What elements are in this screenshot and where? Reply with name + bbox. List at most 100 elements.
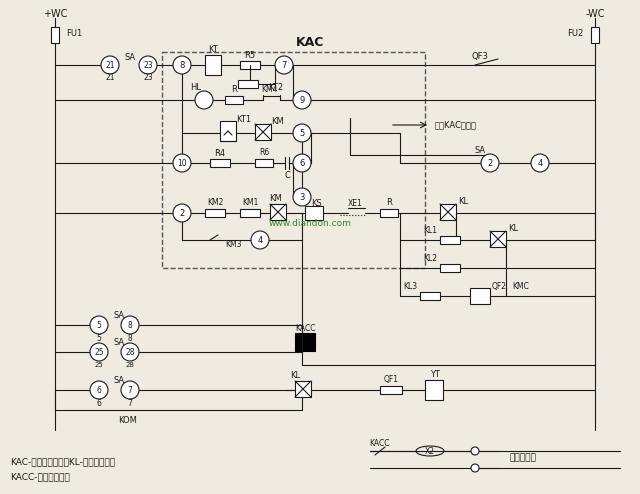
Text: KL3: KL3 [403, 282, 417, 290]
Text: XE1: XE1 [348, 199, 362, 207]
Bar [220, 121, 236, 141]
Text: KAC-重合闸继电器；KL-防跳继电器；: KAC-重合闸继电器；KL-防跳继电器； [10, 457, 115, 466]
Text: R4: R4 [214, 149, 225, 158]
Text: 8: 8 [127, 333, 132, 342]
Circle shape [173, 154, 191, 172]
Circle shape [471, 464, 479, 472]
Text: KT: KT [208, 44, 218, 53]
Bar [425, 380, 443, 400]
Text: 4: 4 [257, 236, 262, 245]
Text: 10: 10 [177, 159, 187, 167]
Bar [295, 333, 315, 351]
Text: 5: 5 [300, 128, 305, 137]
Text: 5: 5 [97, 321, 101, 329]
Text: KM: KM [269, 194, 282, 203]
Text: 25: 25 [94, 347, 104, 357]
Text: KT2: KT2 [268, 82, 283, 91]
Text: 21: 21 [105, 60, 115, 70]
Text: 闭锁KAC回路来: 闭锁KAC回路来 [435, 121, 477, 129]
Bar [270, 204, 286, 220]
Bar [240, 209, 260, 217]
Text: KACC-后加速继电器: KACC-后加速继电器 [10, 472, 70, 482]
Text: www.diandon.com: www.diandon.com [269, 218, 351, 228]
Text: KL: KL [508, 223, 518, 233]
Text: KM4: KM4 [262, 85, 278, 94]
Bar [210, 159, 230, 167]
Circle shape [121, 381, 139, 399]
Text: KOM: KOM [118, 415, 137, 424]
Circle shape [471, 447, 479, 455]
Text: +WC: +WC [43, 9, 67, 19]
Text: SA: SA [113, 337, 125, 346]
Circle shape [481, 154, 499, 172]
Text: YT: YT [430, 370, 440, 378]
Bar [238, 80, 258, 88]
Text: C: C [284, 170, 290, 179]
Circle shape [121, 343, 139, 361]
Circle shape [251, 231, 269, 249]
Circle shape [121, 316, 139, 334]
Text: 6: 6 [300, 159, 305, 167]
Text: 6: 6 [97, 385, 101, 395]
Bar [470, 288, 490, 304]
Text: R: R [386, 198, 392, 206]
Bar [205, 209, 225, 217]
Bar [490, 231, 506, 247]
Text: 28: 28 [125, 362, 134, 368]
Text: SA: SA [124, 52, 136, 61]
Text: 23: 23 [143, 60, 153, 70]
Circle shape [173, 56, 191, 74]
Circle shape [531, 154, 549, 172]
Text: 8: 8 [127, 321, 132, 329]
Text: KACC: KACC [370, 439, 390, 448]
Text: SA: SA [474, 146, 486, 155]
Text: KM1: KM1 [242, 198, 258, 206]
Text: 5: 5 [97, 333, 101, 342]
Text: 4: 4 [538, 159, 543, 167]
Text: QF2: QF2 [492, 282, 507, 290]
Bar [440, 264, 460, 272]
Circle shape [293, 124, 311, 142]
Bar [440, 204, 456, 220]
Circle shape [195, 91, 213, 109]
Text: 2: 2 [179, 208, 184, 217]
Text: KM2: KM2 [207, 198, 223, 206]
Circle shape [139, 56, 157, 74]
Text: HL: HL [191, 82, 202, 91]
Text: SA: SA [113, 375, 125, 384]
Bar [255, 159, 273, 167]
Bar [240, 61, 260, 69]
Circle shape [173, 204, 191, 222]
Text: KMC: KMC [512, 282, 529, 290]
Text: KS: KS [310, 199, 321, 207]
Bar [380, 209, 398, 217]
Text: KM3: KM3 [225, 240, 241, 248]
Text: QF3: QF3 [472, 52, 488, 61]
Text: X2: X2 [425, 447, 435, 455]
Circle shape [275, 56, 293, 74]
Bar [162, 52, 425, 268]
Circle shape [90, 343, 108, 361]
Circle shape [90, 381, 108, 399]
Text: 21: 21 [105, 73, 115, 82]
Text: KM: KM [271, 117, 284, 125]
Text: KL1: KL1 [423, 225, 437, 235]
Bar [380, 386, 402, 394]
Text: KAC: KAC [296, 37, 324, 49]
Text: QF1: QF1 [383, 374, 399, 383]
Bar [255, 124, 271, 140]
Text: 25: 25 [95, 362, 104, 368]
Circle shape [293, 188, 311, 206]
Bar [591, 27, 599, 43]
Text: KL: KL [458, 197, 468, 206]
Text: 28: 28 [125, 347, 135, 357]
Text: 8: 8 [179, 60, 185, 70]
Text: KT1: KT1 [236, 115, 251, 124]
Bar [420, 292, 440, 300]
Bar [205, 55, 221, 75]
Bar [305, 206, 323, 220]
Bar [440, 236, 460, 244]
Bar [295, 381, 311, 397]
Text: 至加速保护: 至加速保护 [510, 453, 537, 462]
Text: 7: 7 [127, 385, 132, 395]
